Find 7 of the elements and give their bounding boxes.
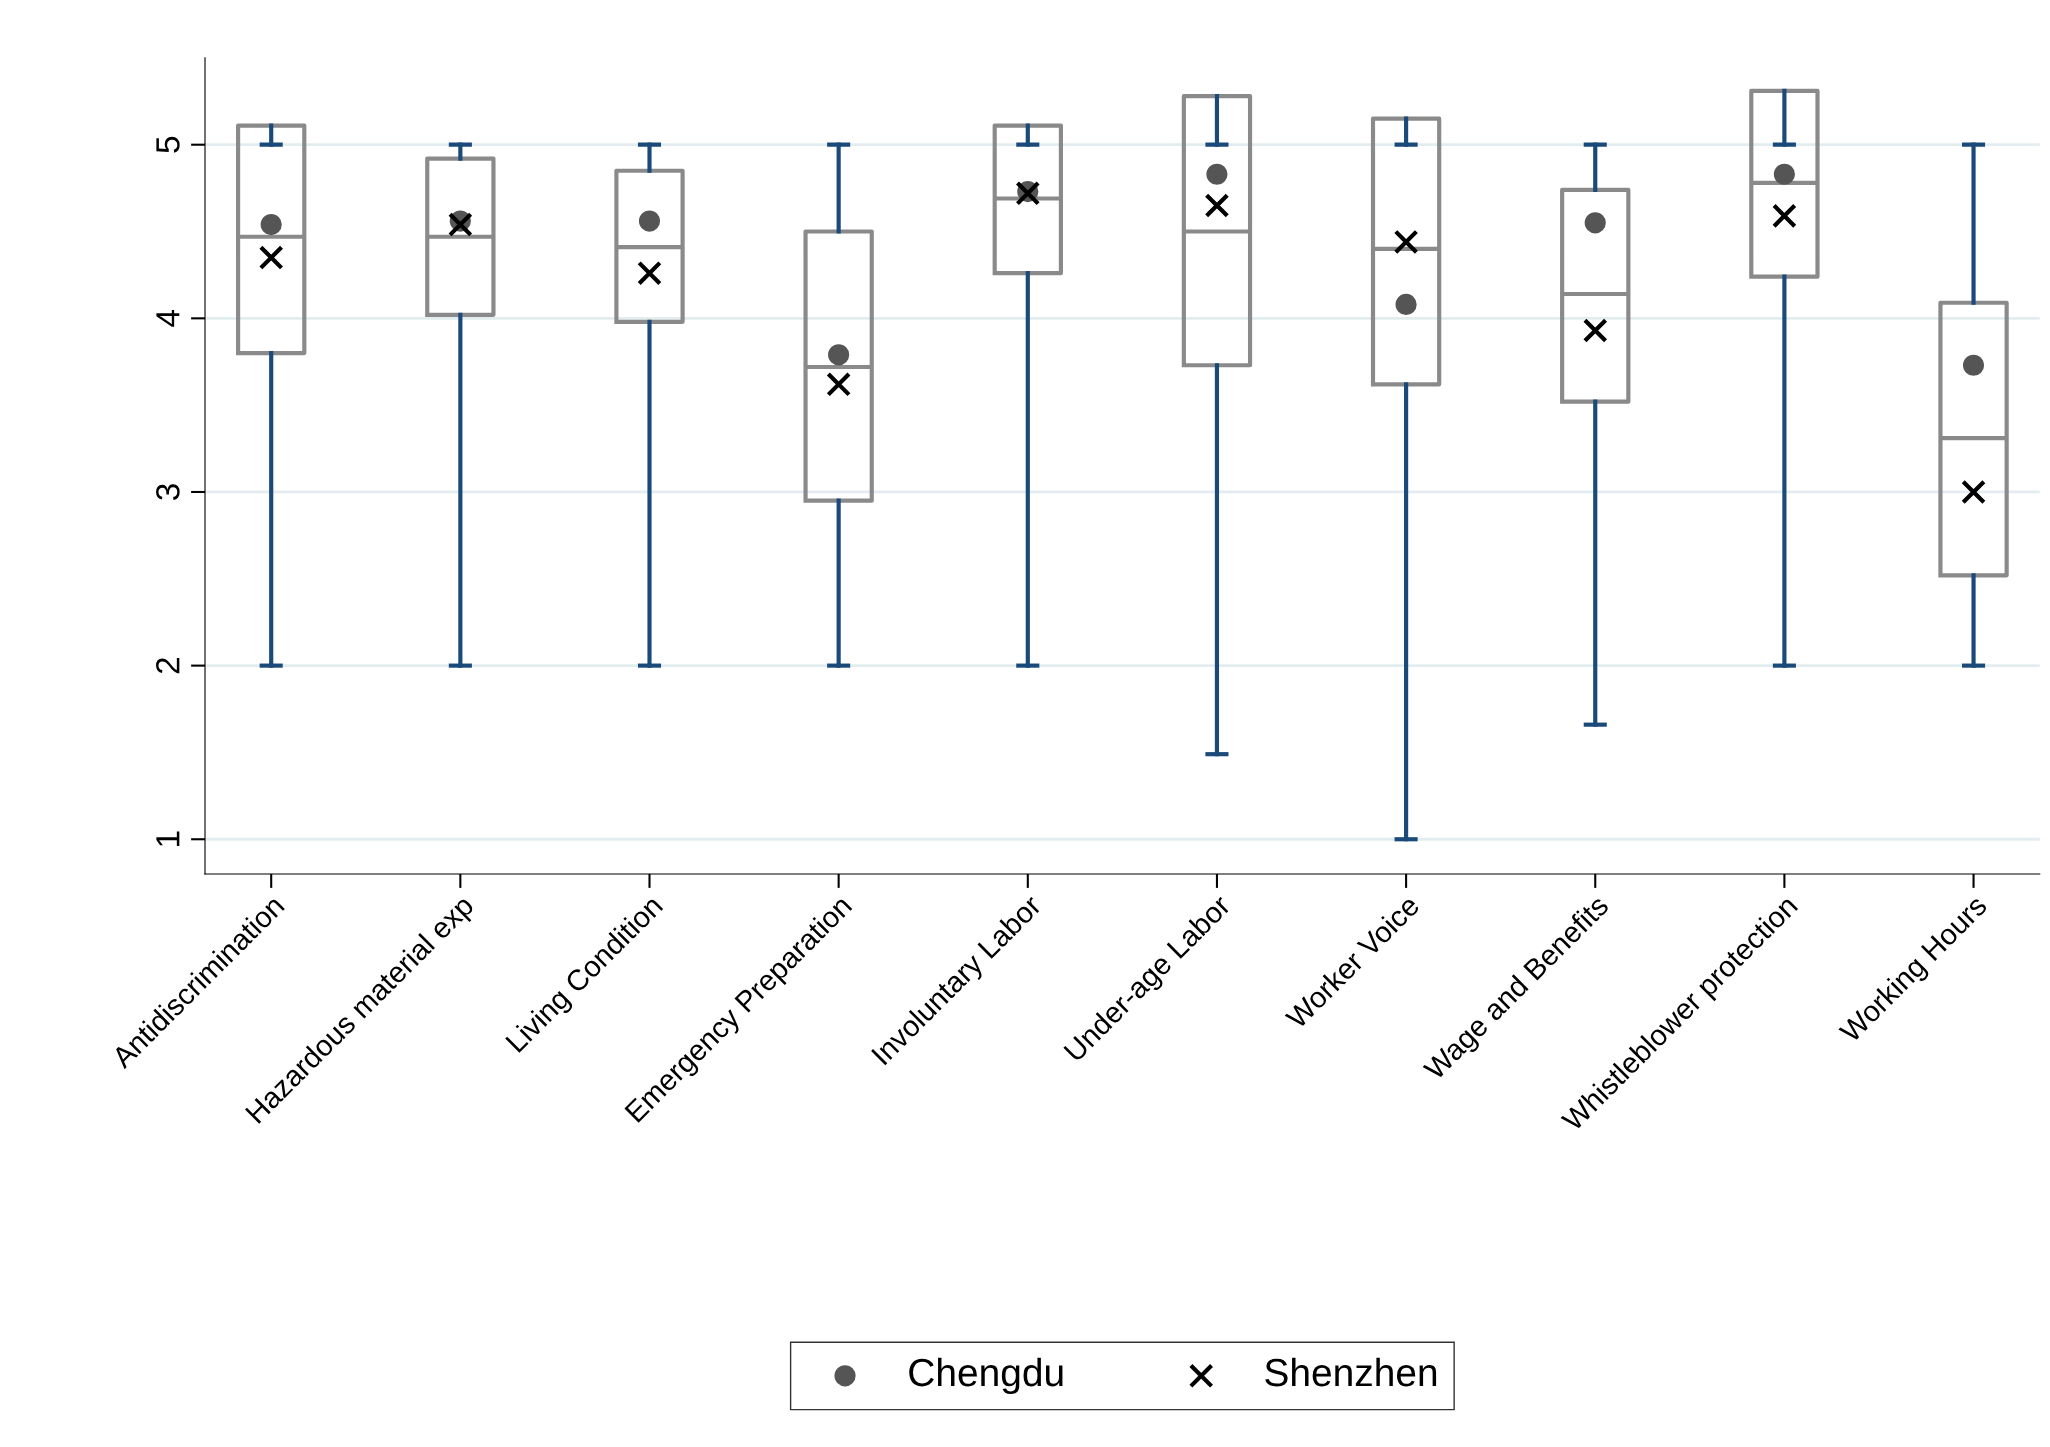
y-tick-label: 1 xyxy=(156,831,180,846)
legend-label: Chengdu xyxy=(909,1357,1063,1395)
y-tick-label: 5 xyxy=(156,136,180,153)
legend-label: Shenzhen xyxy=(1265,1357,1437,1387)
y-tick-label: 2 xyxy=(156,658,180,674)
y-tick-label: 3 xyxy=(156,484,180,500)
y-tick-label: 4 xyxy=(156,310,180,327)
